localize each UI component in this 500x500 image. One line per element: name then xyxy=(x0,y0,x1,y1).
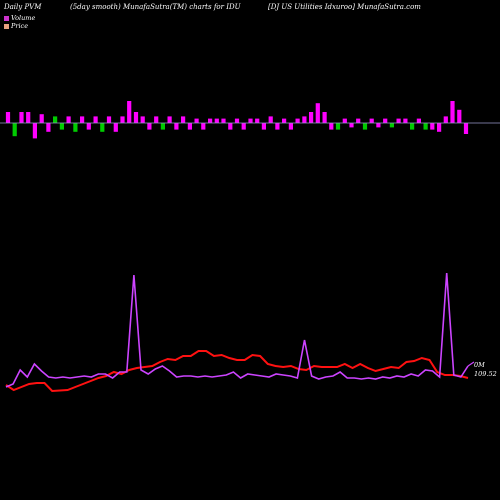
volume-bar xyxy=(437,123,442,132)
volume-bar xyxy=(268,116,273,123)
volume-bar xyxy=(12,123,17,137)
end-label-price: 109.52 xyxy=(474,370,497,378)
volume-bar xyxy=(248,118,253,123)
legend-volume-swatch xyxy=(4,15,9,21)
legend-volume-label: Volume xyxy=(11,14,36,22)
volume-bar xyxy=(147,123,152,130)
volume-bar xyxy=(113,123,118,132)
volume-bar xyxy=(5,112,11,123)
volume-bar xyxy=(241,123,246,130)
volume-bar xyxy=(66,116,71,123)
volume-bar xyxy=(214,118,219,123)
volume-bar xyxy=(46,123,51,132)
volume-bar xyxy=(261,123,266,130)
volume-bar xyxy=(194,118,199,123)
volume-bar xyxy=(322,112,327,123)
volume-bar xyxy=(450,101,455,123)
volume-bar xyxy=(282,118,287,123)
volume-bar xyxy=(463,123,469,134)
volume-bar xyxy=(416,118,421,123)
end-tick xyxy=(467,361,475,367)
legend-price: Price xyxy=(4,22,28,30)
volume-bar xyxy=(389,123,394,128)
volume-bar xyxy=(349,123,354,128)
legend-price-label: Price xyxy=(11,22,29,30)
volume-bar xyxy=(335,123,341,130)
volume-bar xyxy=(208,118,213,123)
price-line xyxy=(5,350,469,393)
volume-bar xyxy=(133,112,139,123)
volume-bar xyxy=(362,123,368,130)
volume-bar xyxy=(423,123,428,130)
volume-bar xyxy=(73,123,78,132)
volume-bar xyxy=(221,118,226,123)
volume-bar xyxy=(26,112,31,123)
volume-bar xyxy=(39,114,44,123)
volume-bar xyxy=(288,123,293,130)
volume-bar xyxy=(120,116,125,123)
end-label-volume: 0M xyxy=(474,361,485,369)
volume-bar xyxy=(302,116,307,123)
volume-bar xyxy=(201,123,206,130)
volume-bar xyxy=(255,118,260,123)
chart-title: (5day smooth) MunafaSutra(TM) charts for… xyxy=(70,3,241,11)
volume-bar xyxy=(315,103,320,123)
chart-label-daily-pvm: Daily PVM xyxy=(4,3,42,11)
volume-bar xyxy=(80,116,85,123)
volume-bar xyxy=(127,101,132,123)
volume-bar xyxy=(356,118,361,123)
volume-bar xyxy=(93,116,98,123)
volume-bar xyxy=(140,116,145,123)
volume-bar xyxy=(59,123,64,130)
volume-bars xyxy=(5,101,469,139)
volume-bar xyxy=(309,112,314,123)
volume-bar xyxy=(234,118,240,123)
legend-volume: Volume xyxy=(4,14,35,22)
volume-bar xyxy=(329,123,334,130)
volume-bar xyxy=(295,118,300,123)
volume-bar xyxy=(106,116,112,123)
volume-bar xyxy=(167,116,172,123)
volume-bar xyxy=(154,116,159,123)
volume-bar xyxy=(187,123,192,130)
chart-source: [DJ US Utilities Idxuroo] MunafaSutra.co… xyxy=(268,3,421,11)
volume-bar xyxy=(181,116,186,123)
legend-price-swatch xyxy=(4,23,9,29)
volume-bar xyxy=(430,123,435,130)
volume-bar xyxy=(32,123,37,139)
volume-bar xyxy=(376,123,381,128)
volume-bar xyxy=(369,118,374,123)
volume-bar xyxy=(275,123,280,130)
volume-bar xyxy=(53,116,58,123)
volume-bar xyxy=(403,118,408,123)
volume-bar xyxy=(19,112,24,123)
volume-bar xyxy=(410,123,415,130)
volume-bar xyxy=(228,123,233,130)
volume-bar xyxy=(457,109,462,123)
volume-bar xyxy=(100,123,105,132)
volume-bar xyxy=(174,123,179,130)
volume-bar xyxy=(160,123,165,130)
volume-bar xyxy=(396,118,401,123)
volume-line xyxy=(5,272,469,388)
volume-bar xyxy=(86,123,91,130)
volume-bar xyxy=(342,118,347,123)
volume-bar xyxy=(443,116,448,123)
volume-bar xyxy=(383,118,388,123)
